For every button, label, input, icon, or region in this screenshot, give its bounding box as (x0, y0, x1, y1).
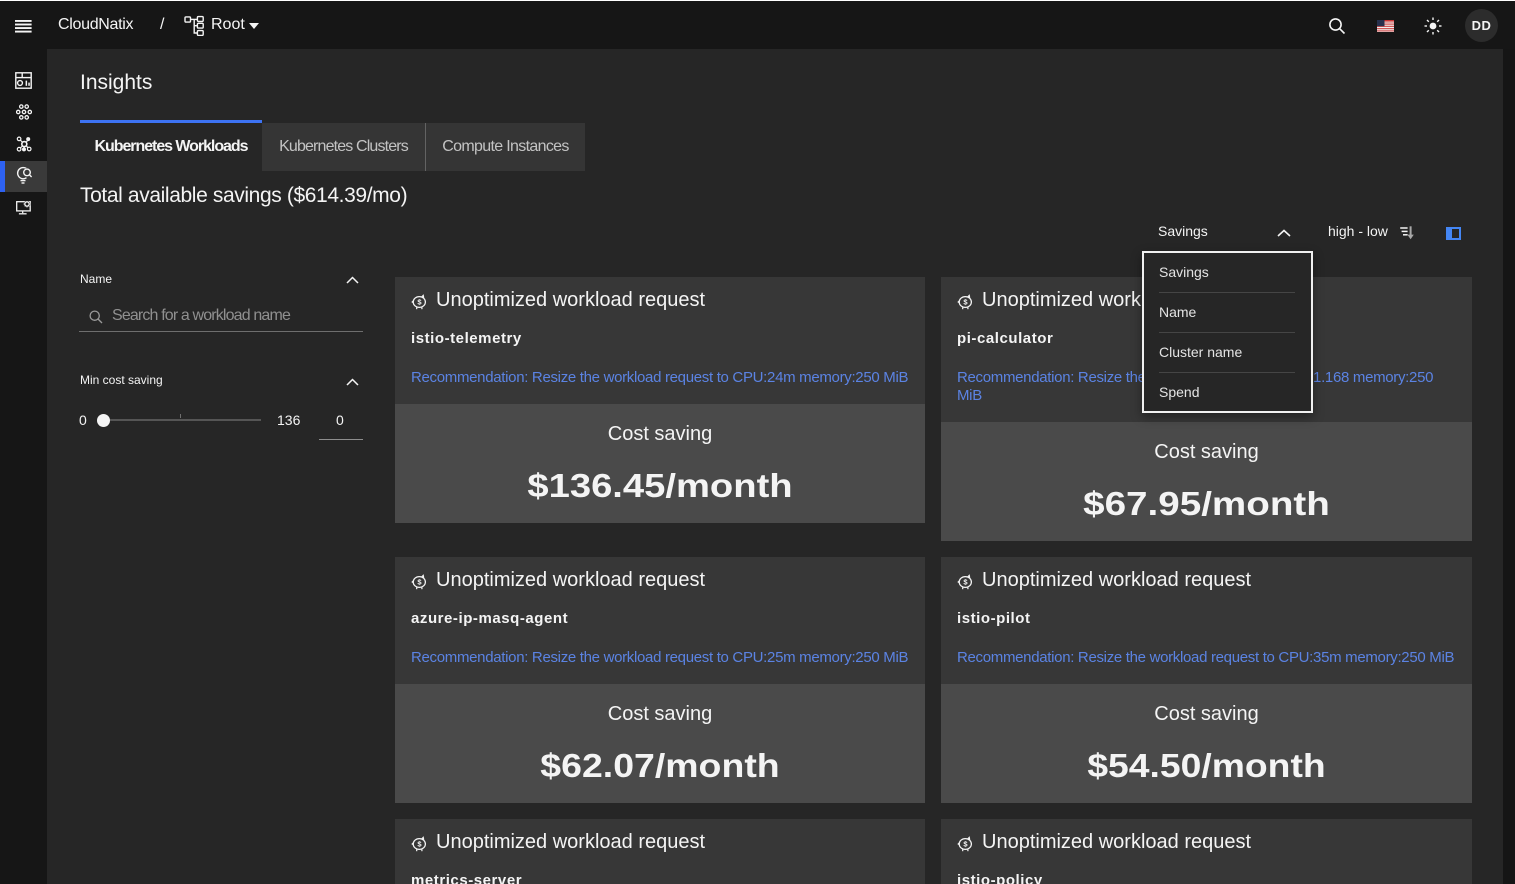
svg-text:$: $ (963, 298, 968, 307)
svg-text:$: $ (963, 578, 968, 587)
svg-text:$: $ (417, 840, 422, 849)
svg-text:$: $ (417, 298, 422, 307)
svg-text:$: $ (417, 578, 422, 587)
svg-text:$: $ (963, 840, 968, 849)
